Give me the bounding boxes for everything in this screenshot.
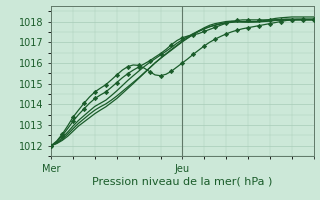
X-axis label: Pression niveau de la mer( hPa ): Pression niveau de la mer( hPa ): [92, 176, 273, 186]
